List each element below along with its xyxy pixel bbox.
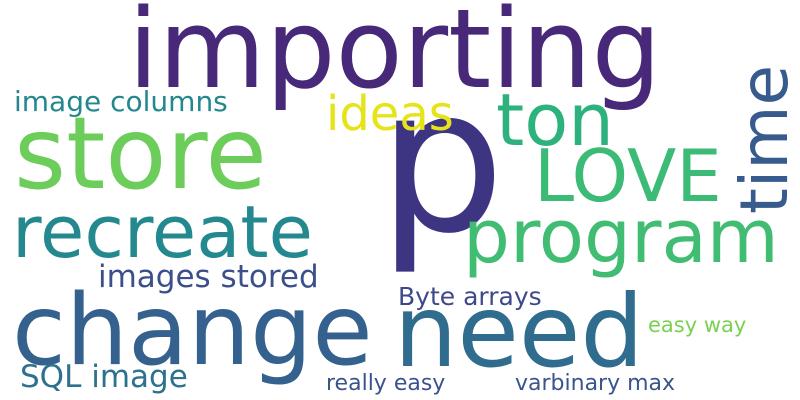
word-love: LOVE (534, 134, 722, 218)
word-image-columns: image columns (14, 85, 228, 118)
word-program: program (463, 194, 779, 280)
word-byte-arrays: Byte arrays (398, 282, 542, 311)
word-store: store (14, 95, 267, 212)
word-change: change (12, 274, 373, 388)
word-ideas: ideas (326, 86, 454, 142)
word-really-easy: really easy (326, 371, 446, 396)
word-time: time (726, 64, 800, 214)
word-p: p (378, 45, 505, 278)
word-need: need (394, 273, 644, 390)
word-ton: ton (496, 78, 614, 162)
word-images-stored: images stored (98, 259, 319, 295)
word-easy-way: easy way (648, 313, 747, 337)
word-importing: importing (128, 0, 662, 113)
word-varbinary-max: varbinary max (515, 371, 676, 396)
word-sql-image: SQL image (20, 359, 188, 395)
word-recreate: recreate (12, 190, 313, 274)
